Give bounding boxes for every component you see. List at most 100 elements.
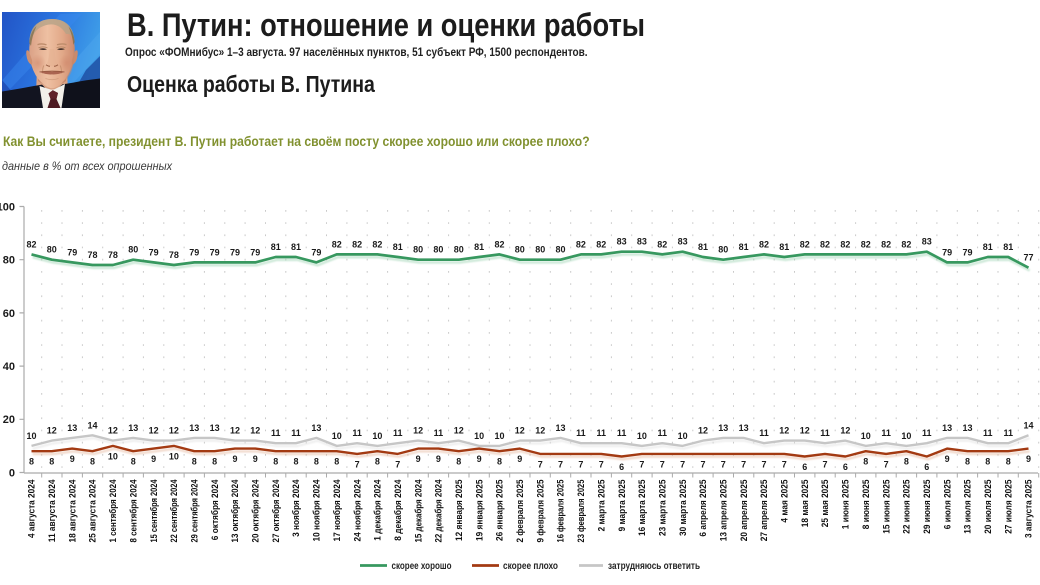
svg-text:12: 12 bbox=[840, 426, 850, 436]
svg-text:81: 81 bbox=[393, 242, 403, 252]
svg-text:79: 79 bbox=[210, 247, 220, 257]
svg-text:3 августа 2025: 3 августа 2025 bbox=[1024, 480, 1034, 539]
svg-text:13: 13 bbox=[962, 423, 972, 433]
svg-text:2 марта 2025: 2 марта 2025 bbox=[596, 480, 606, 532]
svg-text:27 апреля 2025: 27 апреля 2025 bbox=[759, 480, 769, 542]
svg-text:77: 77 bbox=[1023, 253, 1033, 263]
svg-text:30 марта 2025: 30 марта 2025 bbox=[678, 480, 688, 537]
svg-text:8: 8 bbox=[1006, 457, 1011, 467]
svg-text:13: 13 bbox=[128, 423, 138, 433]
svg-text:79: 79 bbox=[311, 247, 321, 257]
svg-text:7: 7 bbox=[721, 459, 726, 469]
svg-text:6 октября 2024: 6 октября 2024 bbox=[210, 479, 220, 540]
svg-text:81: 81 bbox=[291, 242, 301, 252]
svg-text:10 ноября 2024: 10 ноября 2024 bbox=[312, 479, 322, 542]
svg-text:8: 8 bbox=[273, 457, 278, 467]
svg-text:22 июня 2025: 22 июня 2025 bbox=[902, 480, 912, 534]
svg-text:7: 7 bbox=[700, 459, 705, 469]
svg-text:9: 9 bbox=[945, 454, 950, 464]
svg-text:8: 8 bbox=[334, 457, 339, 467]
svg-text:7: 7 bbox=[660, 459, 665, 469]
svg-text:82: 82 bbox=[596, 239, 606, 249]
svg-text:8: 8 bbox=[90, 457, 95, 467]
svg-text:27 октября 2024: 27 октября 2024 bbox=[271, 479, 281, 543]
svg-text:8: 8 bbox=[456, 457, 461, 467]
svg-text:80: 80 bbox=[3, 255, 15, 267]
svg-text:10: 10 bbox=[26, 431, 36, 441]
svg-text:1 июня 2025: 1 июня 2025 bbox=[841, 480, 851, 530]
svg-text:14: 14 bbox=[1023, 420, 1033, 430]
svg-text:6: 6 bbox=[619, 462, 624, 472]
svg-text:81: 81 bbox=[474, 242, 484, 252]
svg-text:22 декабря 2024: 22 декабря 2024 bbox=[434, 479, 444, 543]
svg-text:82: 82 bbox=[372, 239, 382, 249]
svg-text:80: 80 bbox=[535, 245, 545, 255]
svg-text:8 декабря 2024: 8 декабря 2024 bbox=[393, 479, 403, 541]
svg-text:8 сентября 2024: 8 сентября 2024 bbox=[128, 479, 138, 543]
svg-text:82: 82 bbox=[26, 239, 36, 249]
svg-text:83: 83 bbox=[922, 237, 932, 247]
svg-text:25 августа 2024: 25 августа 2024 bbox=[88, 479, 98, 543]
svg-text:11: 11 bbox=[1003, 428, 1013, 438]
svg-text:11: 11 bbox=[393, 428, 403, 438]
svg-text:81: 81 bbox=[779, 242, 789, 252]
svg-text:6: 6 bbox=[802, 462, 807, 472]
svg-text:8: 8 bbox=[965, 457, 970, 467]
svg-text:20: 20 bbox=[3, 414, 15, 426]
svg-text:16 февраля 2025: 16 февраля 2025 bbox=[556, 480, 566, 543]
svg-text:10: 10 bbox=[901, 431, 911, 441]
svg-text:11: 11 bbox=[881, 428, 891, 438]
svg-text:8: 8 bbox=[212, 457, 217, 467]
svg-text:10: 10 bbox=[861, 431, 871, 441]
svg-text:9: 9 bbox=[436, 454, 441, 464]
svg-text:27 июля 2025: 27 июля 2025 bbox=[1003, 480, 1013, 534]
svg-text:81: 81 bbox=[739, 242, 749, 252]
svg-text:3 ноября 2024: 3 ноября 2024 bbox=[291, 479, 301, 537]
svg-text:79: 79 bbox=[250, 247, 260, 257]
svg-text:78: 78 bbox=[169, 250, 179, 260]
svg-text:25 мая 2025: 25 мая 2025 bbox=[820, 480, 830, 528]
svg-text:13 апреля 2025: 13 апреля 2025 bbox=[719, 480, 729, 542]
svg-text:11: 11 bbox=[820, 428, 830, 438]
svg-text:13: 13 bbox=[718, 423, 728, 433]
svg-text:10: 10 bbox=[372, 431, 382, 441]
svg-text:11: 11 bbox=[271, 428, 281, 438]
svg-text:6: 6 bbox=[843, 462, 848, 472]
svg-text:80: 80 bbox=[128, 245, 138, 255]
svg-text:78: 78 bbox=[108, 250, 118, 260]
svg-text:6 июля 2025: 6 июля 2025 bbox=[942, 480, 952, 530]
svg-text:20 июля 2025: 20 июля 2025 bbox=[983, 480, 993, 534]
svg-text:8: 8 bbox=[985, 457, 990, 467]
svg-text:2 февраля 2025: 2 февраля 2025 bbox=[515, 480, 525, 543]
svg-text:80: 80 bbox=[454, 245, 464, 255]
svg-text:80: 80 bbox=[413, 245, 423, 255]
svg-text:10: 10 bbox=[637, 431, 647, 441]
svg-text:10: 10 bbox=[678, 431, 688, 441]
svg-text:8: 8 bbox=[904, 457, 909, 467]
svg-text:7: 7 bbox=[782, 459, 787, 469]
svg-text:9: 9 bbox=[232, 454, 237, 464]
svg-text:15 декабря 2024: 15 декабря 2024 bbox=[413, 479, 423, 543]
svg-text:8 июня 2025: 8 июня 2025 bbox=[861, 480, 871, 530]
svg-text:8: 8 bbox=[314, 457, 319, 467]
svg-text:7: 7 bbox=[884, 459, 889, 469]
svg-text:82: 82 bbox=[759, 239, 769, 249]
svg-text:12 января 2025: 12 января 2025 bbox=[454, 480, 464, 542]
svg-text:78: 78 bbox=[87, 250, 97, 260]
svg-text:11: 11 bbox=[352, 428, 362, 438]
svg-text:9: 9 bbox=[70, 454, 75, 464]
svg-text:29 сентября 2024: 29 сентября 2024 bbox=[190, 479, 200, 543]
svg-text:11: 11 bbox=[658, 428, 668, 438]
svg-text:13: 13 bbox=[210, 423, 220, 433]
svg-text:13: 13 bbox=[942, 423, 952, 433]
svg-text:7: 7 bbox=[558, 459, 563, 469]
svg-text:82: 82 bbox=[657, 239, 667, 249]
svg-text:24 ноября 2024: 24 ноября 2024 bbox=[352, 479, 362, 542]
svg-text:23 марта 2025: 23 марта 2025 bbox=[658, 480, 668, 537]
svg-text:11: 11 bbox=[291, 428, 301, 438]
svg-text:82: 82 bbox=[494, 239, 504, 249]
svg-text:60: 60 bbox=[3, 308, 15, 320]
svg-text:80: 80 bbox=[47, 245, 57, 255]
svg-text:11: 11 bbox=[617, 428, 627, 438]
svg-text:12: 12 bbox=[800, 426, 810, 436]
